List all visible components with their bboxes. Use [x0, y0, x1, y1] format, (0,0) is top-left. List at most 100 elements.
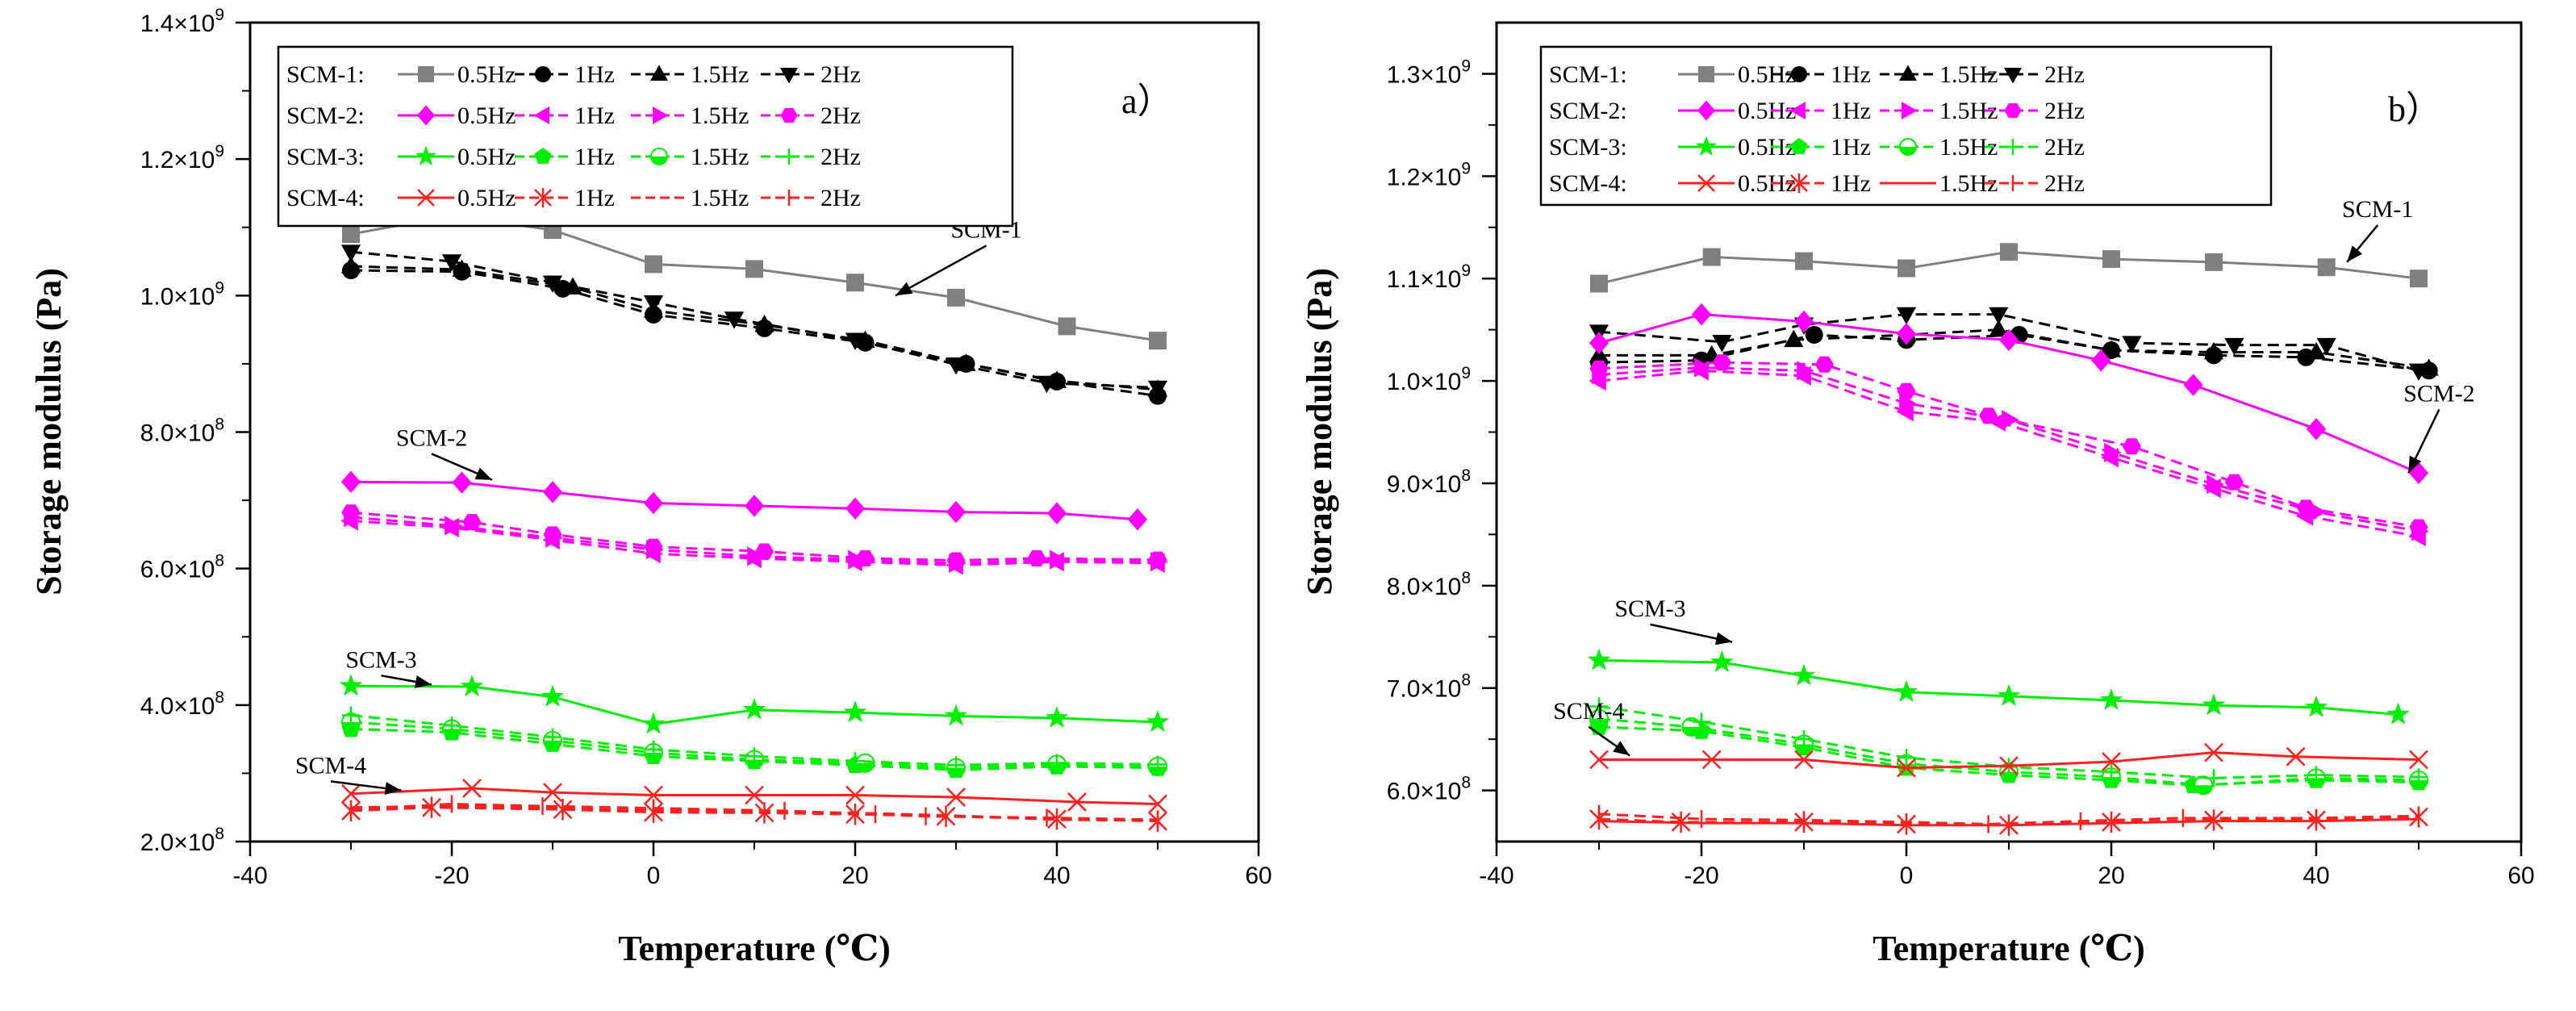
legend-freq-label: 0.5Hz — [457, 61, 516, 88]
legend-marker — [780, 68, 798, 84]
legend-marker — [650, 65, 668, 81]
data-point — [2409, 750, 2428, 770]
annotation-scm-1: SCM-1 — [895, 216, 1022, 297]
x-tick-label: -20 — [434, 863, 469, 889]
legend-marker — [534, 148, 552, 164]
legend-marker — [533, 107, 549, 124]
data-point — [460, 675, 484, 697]
x-tick-label: 0 — [1900, 863, 1914, 889]
data-point — [2419, 358, 2439, 376]
data-point — [1037, 375, 1057, 394]
legend-freq-label: 0.5Hz — [457, 102, 516, 129]
data-point — [745, 747, 763, 766]
x-tick-label: 20 — [841, 863, 868, 889]
data-point — [1999, 756, 2019, 775]
series-scm-2-2hz — [341, 504, 1167, 569]
data-point — [1587, 648, 1611, 671]
data-point-fill — [856, 762, 875, 772]
x-tick-label: -40 — [232, 863, 267, 889]
data-point — [542, 275, 563, 293]
y-tick-label: 1.1×109 — [1387, 261, 1471, 293]
data-point — [1897, 382, 1916, 399]
data-point — [462, 514, 482, 531]
legend-marker-fill — [651, 157, 667, 165]
data-point — [2104, 442, 2122, 462]
data-point — [1691, 303, 1712, 326]
chart-panel-a: -40 -20 0 20 40 60 2.0×108 4.0×108 6.0×108 8.0×10… — [29, 6, 1272, 968]
annotation-arrow-head — [414, 675, 432, 688]
data-point — [754, 315, 774, 332]
legend-marker — [1789, 102, 1806, 119]
legend-freq-label: 1Hz — [1831, 134, 1871, 161]
legend-marker — [1902, 102, 1918, 119]
data-point — [2102, 762, 2120, 781]
legend-series-label: SCM-1: — [1549, 61, 1627, 88]
legend-freq-label: 1Hz — [574, 185, 615, 211]
annotation-label: SCM-2 — [396, 424, 467, 451]
data-point — [441, 254, 462, 272]
y-tick-label: 8.0×108 — [140, 416, 224, 447]
series-scm-2-0_5hz — [1589, 303, 2429, 484]
data-point — [1805, 325, 1823, 344]
data-point — [1589, 332, 1609, 354]
data-point — [643, 295, 664, 313]
legend-freq-label: 2Hz — [820, 102, 861, 129]
series-scm-2-1hz — [1589, 361, 2426, 547]
data-point — [1998, 328, 2019, 352]
legend-series-label: SCM-4: — [1549, 170, 1627, 197]
data-point — [1148, 551, 1167, 568]
data-point — [1898, 748, 1915, 767]
legend-freq-label: 1.5Hz — [691, 185, 749, 211]
legend-series-label: SCM-3: — [286, 144, 365, 170]
series-line — [1598, 313, 2419, 372]
data-point — [2296, 499, 2315, 516]
data-point — [644, 785, 663, 805]
data-point — [845, 332, 866, 350]
legend-freq-label: 2Hz — [2044, 61, 2085, 88]
data-point — [2205, 769, 2223, 787]
series-scm-3-2hz — [342, 706, 1167, 775]
y-tick-label: 6.0×108 — [1387, 774, 1471, 805]
data-point — [2101, 340, 2122, 357]
series-line — [1598, 817, 2419, 827]
data-point — [846, 752, 864, 771]
data-point-fill — [2194, 785, 2213, 795]
data-point — [2386, 702, 2410, 725]
data-point — [1047, 808, 1067, 830]
data-point — [2316, 337, 2336, 356]
data-point — [1127, 508, 1148, 531]
chart-panel-b: -40 -20 0 20 40 60 6.0×108 7.0×108 8.0×108 9.0×10… — [1300, 21, 2535, 968]
data-point — [754, 802, 774, 824]
data-point — [747, 546, 765, 566]
series-line — [350, 804, 1159, 822]
data-point — [1979, 407, 1998, 424]
legend-marker — [2005, 139, 2021, 155]
annotation-scm-2: SCM-2 — [2403, 380, 2475, 474]
data-point — [2122, 336, 2142, 353]
data-point — [2203, 341, 2224, 360]
data-point — [1784, 329, 1804, 348]
series-line — [350, 516, 1159, 565]
data-point — [2286, 746, 2306, 767]
data-point — [1794, 750, 1814, 770]
data-point — [724, 311, 745, 329]
data-point — [1590, 274, 1608, 293]
legend-freq-label: 2Hz — [2044, 98, 2085, 124]
data-point — [744, 495, 765, 517]
data-point — [562, 277, 583, 295]
data-point — [1589, 360, 1609, 377]
y-tick-label: 8.0×108 — [1387, 569, 1471, 600]
data-point — [1149, 755, 1167, 774]
data-point — [1048, 754, 1066, 772]
annotation-arrow-head — [474, 467, 492, 480]
legend-freq-label: 2Hz — [820, 144, 861, 170]
data-point — [2000, 243, 2018, 261]
annotation-arrow-line — [895, 244, 987, 297]
data-point — [1147, 380, 1168, 399]
legend-freq-label: 1.5Hz — [691, 61, 749, 88]
data-point — [946, 552, 966, 569]
data-point — [946, 500, 967, 524]
annotation-arrow-head — [896, 282, 913, 296]
data-point — [1898, 259, 1915, 278]
